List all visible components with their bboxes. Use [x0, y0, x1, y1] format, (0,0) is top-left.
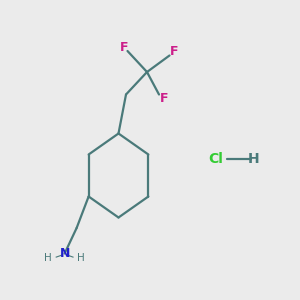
- Text: N: N: [59, 247, 70, 260]
- Text: H: H: [77, 253, 85, 263]
- Text: F: F: [170, 45, 178, 58]
- Text: F: F: [120, 41, 128, 54]
- Text: H: H: [248, 152, 259, 166]
- Text: H: H: [44, 253, 52, 263]
- Text: F: F: [160, 92, 168, 105]
- Text: Cl: Cl: [208, 152, 224, 166]
